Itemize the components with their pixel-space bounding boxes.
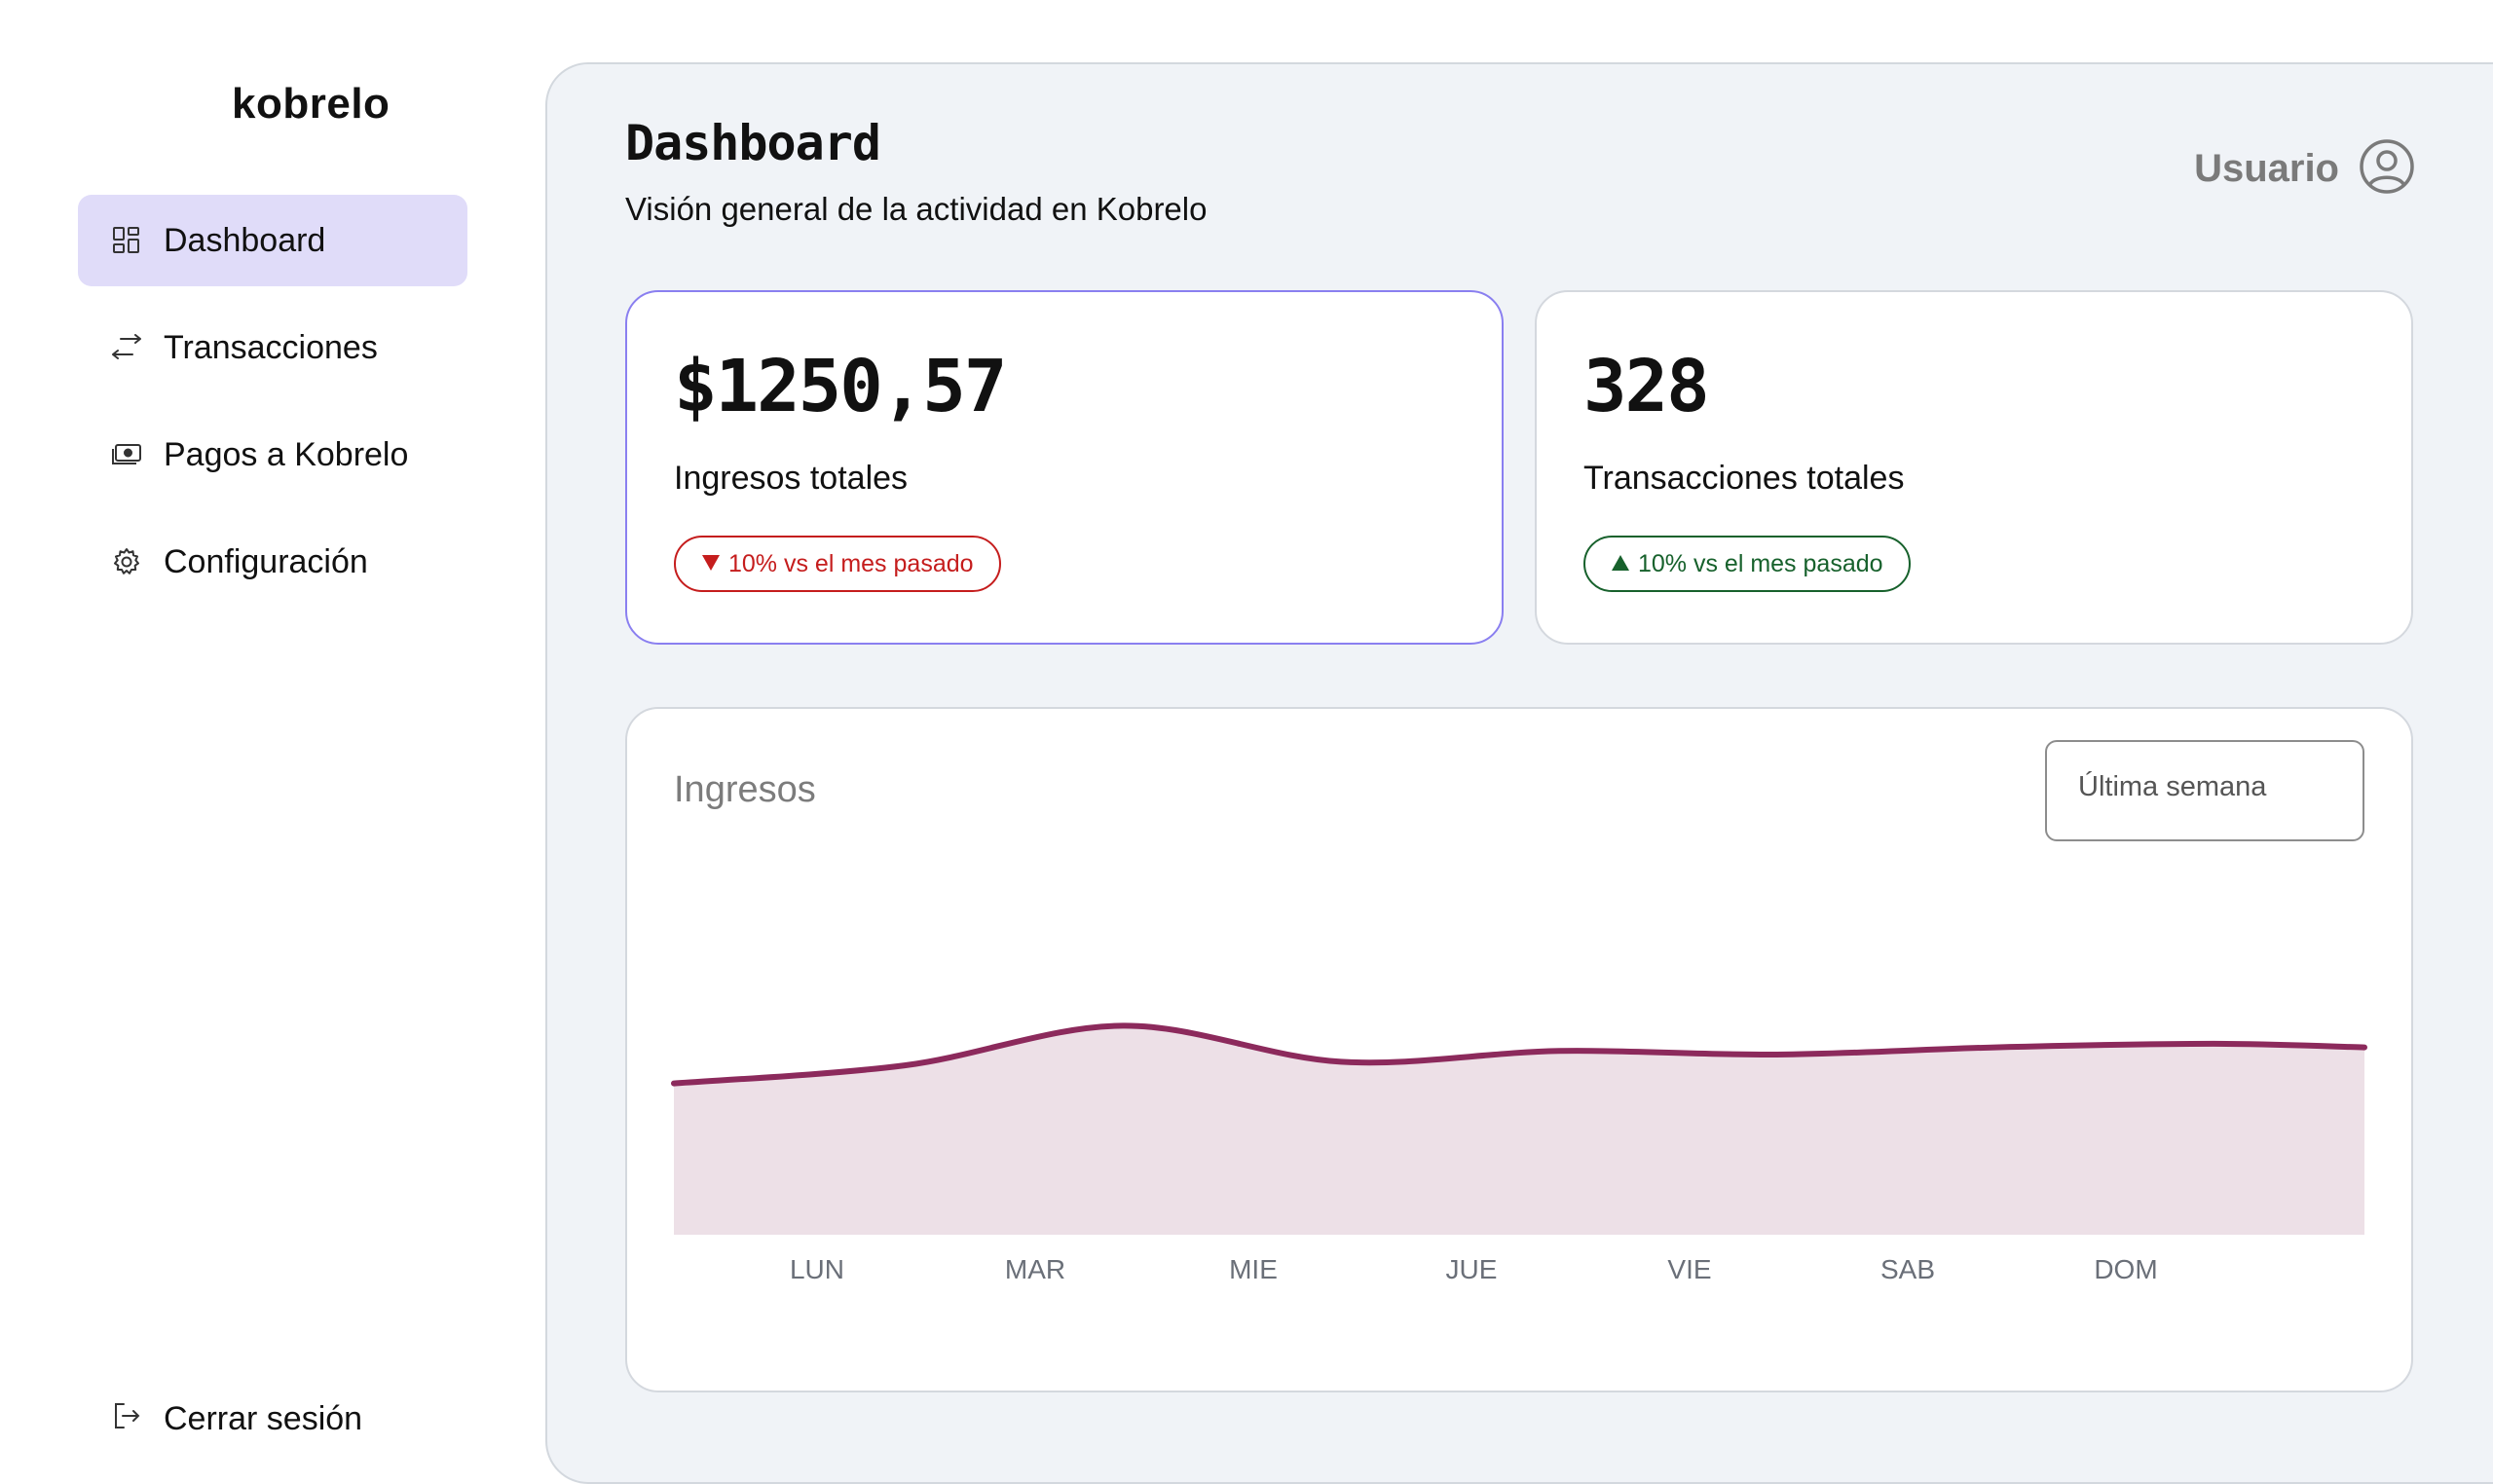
chart-title: Ingresos (674, 769, 816, 810)
page-title: Dashboard (625, 115, 881, 171)
sidebar-item-label: Configuración (164, 542, 368, 580)
user-menu[interactable]: Usuario (2194, 138, 2415, 200)
range-select[interactable]: Última semana (2045, 740, 2364, 841)
x-tick-label: LUN (790, 1254, 844, 1284)
sidebar-item-dashboard[interactable]: Dashboard (78, 195, 467, 286)
page-subtitle: Visión general de la actividad en Kobrel… (625, 191, 1208, 227)
sidebar-item-label: Pagos a Kobrelo (164, 435, 409, 473)
arrows-swap-icon (111, 332, 142, 363)
stat-value: $1250,57 (674, 345, 1007, 428)
brand-logo: kobrelo (232, 80, 391, 128)
sidebar-item-label: Dashboard (164, 221, 326, 259)
chart-card: Ingresos Última semana LUN MAR MIE JUE VIE SA… (625, 707, 2413, 1392)
sidebar-item-pagos[interactable]: Pagos a Kobrelo (78, 409, 467, 501)
revenue-chart: LUN MAR MIE JUE VIE SAB DOM (671, 1022, 2367, 1284)
triangle-up-icon (1611, 550, 1630, 578)
x-tick-label: MAR (1005, 1254, 1065, 1284)
x-tick-label: MIE (1229, 1254, 1278, 1284)
user-label: Usuario (2194, 147, 2339, 190)
logout-button[interactable]: Cerrar sesión (78, 1383, 467, 1441)
x-tick-label: JUE (1446, 1254, 1498, 1284)
gear-icon (111, 546, 142, 577)
cash-icon (111, 439, 142, 470)
trend-badge: 10% vs el mes pasado (674, 536, 1001, 592)
sidebar-item-transacciones[interactable]: Transacciones (78, 302, 467, 393)
sidebar-item-label: Transacciones (164, 328, 378, 366)
stat-label: Ingresos totales (674, 460, 909, 497)
triangle-down-icon (701, 550, 721, 578)
x-tick-label: VIE (1667, 1254, 1711, 1284)
trend-text: 10% vs el mes pasado (1638, 549, 1883, 577)
series-line (671, 1022, 2367, 1087)
logout-icon (111, 1400, 142, 1431)
stat-value: 328 (1583, 345, 1710, 428)
stat-label: Transacciones totales (1583, 460, 1905, 497)
stat-card-transacciones[interactable]: 328 Transacciones totales 10% vs el mes … (1535, 290, 2413, 645)
logout-label: Cerrar sesión (164, 1400, 363, 1437)
grid-icon (111, 225, 142, 256)
area-fill (674, 1025, 2364, 1235)
x-tick-label: DOM (2094, 1254, 2157, 1284)
trend-badge: 10% vs el mes pasado (1583, 536, 1911, 592)
sidebar-item-configuracion[interactable]: Configuración (78, 516, 467, 608)
stat-card-ingresos[interactable]: $1250,57 Ingresos totales 10% vs el mes … (625, 290, 1504, 645)
x-tick-label: SAB (1880, 1254, 1935, 1284)
trend-text: 10% vs el mes pasado (728, 549, 974, 577)
x-axis: LUN MAR MIE JUE VIE SAB DOM (790, 1254, 2158, 1284)
user-circle-icon (2359, 138, 2415, 200)
